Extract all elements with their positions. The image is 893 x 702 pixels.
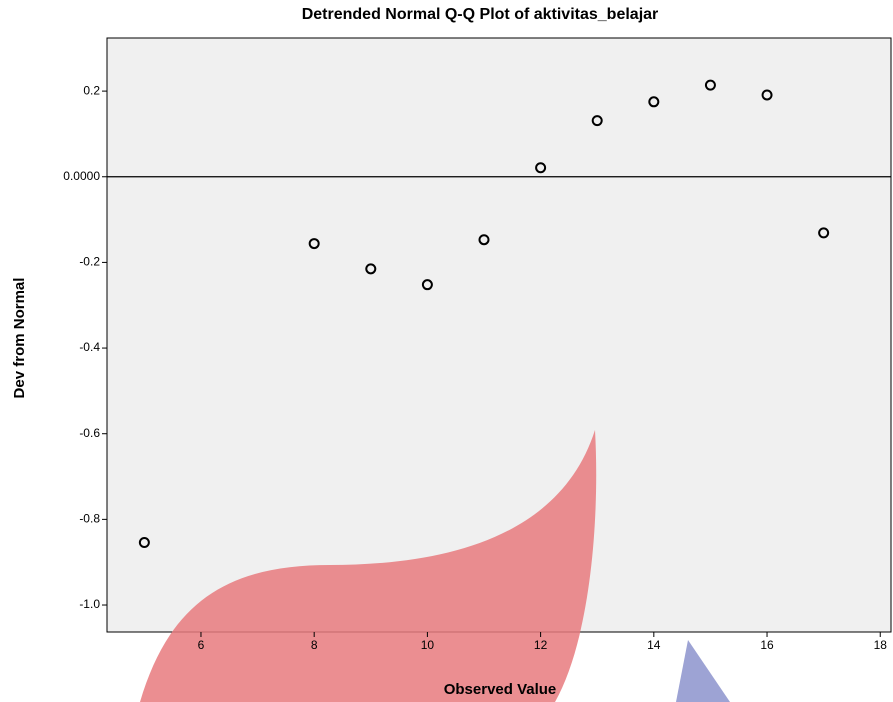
point <box>478 234 490 246</box>
x-axis-label: Observed Value <box>444 681 557 698</box>
x-tick-label: 16 <box>760 638 774 652</box>
x-tick-label: 10 <box>421 638 435 652</box>
y-tick-label: -1.0 <box>79 597 100 611</box>
watermark-red <box>140 430 597 702</box>
x-tick-label: 6 <box>198 638 205 652</box>
x-tick-label: 14 <box>647 638 661 652</box>
point <box>421 279 433 291</box>
point <box>591 115 603 127</box>
point <box>704 79 716 91</box>
x-tick-label: 18 <box>874 638 888 652</box>
point <box>761 89 773 101</box>
point <box>308 238 320 250</box>
point <box>138 536 150 548</box>
watermark-blue <box>676 640 730 702</box>
x-tick-label: 12 <box>534 638 548 652</box>
point <box>818 227 830 239</box>
y-tick-label: -0.8 <box>79 512 100 526</box>
chart-title: Detrended Normal Q-Q Plot of aktivitas_b… <box>302 6 659 23</box>
x-tick-label: 8 <box>311 638 318 652</box>
y-axis-label: Dev from Normal <box>11 278 28 399</box>
point <box>648 96 660 108</box>
y-tick-label: 0.2 <box>83 83 100 97</box>
y-tick-label: -0.4 <box>79 340 100 354</box>
point <box>535 162 547 174</box>
marks <box>107 79 891 548</box>
point <box>365 263 377 275</box>
plot-area <box>106 37 892 633</box>
y-tick-label: -0.2 <box>79 255 100 269</box>
y-tick-label: 0.0000 <box>63 169 100 183</box>
y-tick-label: -0.6 <box>79 426 100 440</box>
